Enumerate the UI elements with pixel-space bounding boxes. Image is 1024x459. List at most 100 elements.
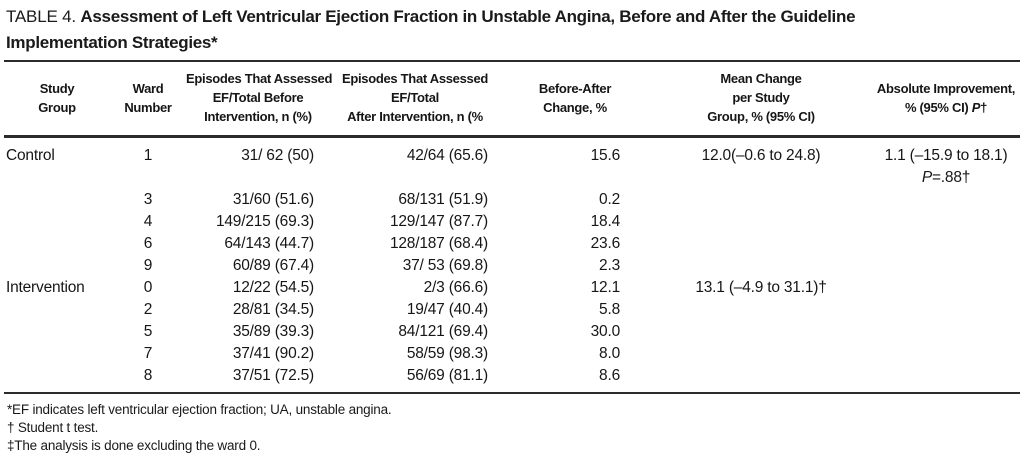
table-row: Intervention 0 12/22 (54.5) 2/3 (66.6) 1… <box>4 277 1020 299</box>
header-line: Absolute Improvement, <box>876 80 1016 96</box>
header-line: Change, % <box>543 99 607 115</box>
cell-after: 58/59 (98.3) <box>406 345 488 362</box>
col-header-study-group: Study Group <box>4 61 110 137</box>
cell-absolute-improvement <box>872 211 1020 233</box>
cell-change: 2.3 <box>599 257 620 274</box>
cell-absolute-improvement: 1.1 (–15.9 to 18.1) P=.88† <box>872 137 1020 190</box>
cell-study-group <box>4 299 110 321</box>
table-title-line2: Implementation Strategies* <box>6 33 218 52</box>
col-header-before-after-change: Before-After Change, % <box>500 61 650 137</box>
header-line: Episodes That Assessed <box>186 71 333 86</box>
cell-change: 15.6 <box>590 147 621 164</box>
cell-absolute-improvement <box>872 233 1020 255</box>
cell-after: 19/47 (40.4) <box>406 301 488 318</box>
cell-before: 31/ 62 (50) <box>241 147 314 164</box>
table-row: 5 35/89 (39.3) 84/121 (69.4) 30.0 <box>4 321 1020 343</box>
cell-ward: 7 <box>143 345 153 362</box>
ef-assessment-table: Study Group Ward Number Episodes That As… <box>4 60 1020 394</box>
cell-ward: 5 <box>143 323 153 340</box>
header-line: After Intervention, n (% <box>347 109 483 124</box>
cell-absolute-improvement <box>872 299 1020 321</box>
cell-before: 35/89 (39.3) <box>232 323 314 340</box>
header-line: Before-After <box>538 80 612 96</box>
cell-after: 129/147 (87.7) <box>389 213 488 230</box>
cell-ward: 8 <box>143 367 153 384</box>
table-number-label: TABLE 4. <box>6 7 81 26</box>
header-line: Group <box>38 99 76 115</box>
cell-after: 42/64 (65.6) <box>406 147 488 164</box>
table-title: TABLE 4. Assessment of Left Ventricular … <box>4 2 1020 60</box>
cell-ward: 6 <box>143 235 153 252</box>
cell-before: 31/60 (51.6) <box>232 191 314 208</box>
cell-mean-change <box>650 365 872 393</box>
table-row: 9 60/89 (67.4) 37/ 53 (69.8) 2.3 <box>4 255 1020 277</box>
cell-change: 30.0 <box>590 323 621 340</box>
cell-mean-change <box>650 255 872 277</box>
cell-after: 37/ 53 (69.8) <box>402 257 488 274</box>
cell-study-group <box>4 211 110 233</box>
cell-mean-change <box>650 321 872 343</box>
cell-change: 0.2 <box>599 191 620 208</box>
cell-change: 18.4 <box>590 213 621 230</box>
cell-absolute-improvement <box>872 255 1020 277</box>
cell-study-group: Intervention <box>6 279 85 296</box>
col-header-absolute-improvement: Absolute Improvement, % (95% CI) P† <box>872 61 1020 137</box>
header-row: Study Group Ward Number Episodes That As… <box>4 61 1020 137</box>
cell-study-group <box>4 321 110 343</box>
cell-change: 12.1 <box>590 279 621 296</box>
table-row: 3 31/60 (51.6) 68/131 (51.9) 0.2 <box>4 189 1020 211</box>
table-row: 7 37/41 (90.2) 58/59 (98.3) 8.0 <box>4 343 1020 365</box>
cell-before: 149/215 (69.3) <box>215 213 314 230</box>
table-row: 6 64/143 (44.7) 128/187 (68.4) 23.6 <box>4 233 1020 255</box>
p-value-symbol: P <box>971 99 981 115</box>
cell-after: 68/131 (51.9) <box>398 191 488 208</box>
absolute-improvement-value: 1.1 (–15.9 to 18.1) <box>884 147 1008 164</box>
header-line: Episodes That Assessed <box>341 71 489 86</box>
header-line: Mean Change <box>720 71 802 86</box>
cell-before: 28/81 (34.5) <box>232 301 314 318</box>
header-line: Study <box>39 80 75 96</box>
cell-ward: 3 <box>143 191 153 208</box>
header-line: Ward <box>132 80 164 96</box>
cell-after: 128/187 (68.4) <box>389 235 488 252</box>
cell-ward: 0 <box>143 279 153 296</box>
col-header-mean-change: Mean Change per Study Group, % (95% CI) <box>650 61 872 137</box>
cell-ward: 4 <box>143 213 153 230</box>
cell-absolute-improvement <box>872 343 1020 365</box>
header-text: % (95% CI) <box>904 99 972 115</box>
col-header-episodes-before: Episodes That Assessed EF/Total Before I… <box>186 61 333 137</box>
header-line: % (95% CI) P† <box>872 98 1020 117</box>
cell-after: 2/3 (66.6) <box>423 279 489 296</box>
table-row: Control 1 31/ 62 (50) 42/64 (65.6) 15.6 … <box>4 137 1020 190</box>
cell-mean-change <box>650 299 872 321</box>
cell-ward: 9 <box>143 257 153 274</box>
cell-mean-change: 13.1 (–4.9 to 31.1)† <box>695 279 827 296</box>
table-title-line1: Assessment of Left Ventricular Ejection … <box>80 7 856 26</box>
cell-change: 8.0 <box>599 345 620 362</box>
header-line: Group, % (95% CI) <box>707 109 815 124</box>
footnote-double-dagger: ‡The analysis is done excluding the ward… <box>7 438 261 453</box>
cell-change: 5.8 <box>599 301 620 318</box>
cell-ward: 1 <box>143 147 153 164</box>
cell-after: 84/121 (69.4) <box>398 323 488 340</box>
cell-before: 60/89 (67.4) <box>232 257 314 274</box>
header-line: EF/Total Before <box>212 90 304 105</box>
cell-study-group <box>4 255 110 277</box>
header-line: EF/Total <box>391 90 439 105</box>
cell-study-group <box>4 233 110 255</box>
header-line: per Study <box>732 90 790 105</box>
p-value-text: =.88† <box>931 169 971 186</box>
col-header-episodes-after: Episodes That Assessed EF/Total After In… <box>330 61 500 137</box>
dagger-symbol: † <box>980 99 988 115</box>
cell-absolute-improvement <box>872 365 1020 393</box>
table-row: 4 149/215 (69.3) 129/147 (87.7) 18.4 <box>4 211 1020 233</box>
footnote-dagger: † Student t test. <box>7 420 99 435</box>
header-line: Number <box>124 99 172 115</box>
cell-study-group <box>4 343 110 365</box>
p-value-symbol: P <box>921 169 932 186</box>
cell-before: 37/41 (90.2) <box>232 345 314 362</box>
cell-before: 64/143 (44.7) <box>224 235 314 252</box>
cell-after: 56/69 (81.1) <box>406 367 488 384</box>
cell-mean-change <box>650 343 872 365</box>
cell-change: 23.6 <box>590 235 621 252</box>
